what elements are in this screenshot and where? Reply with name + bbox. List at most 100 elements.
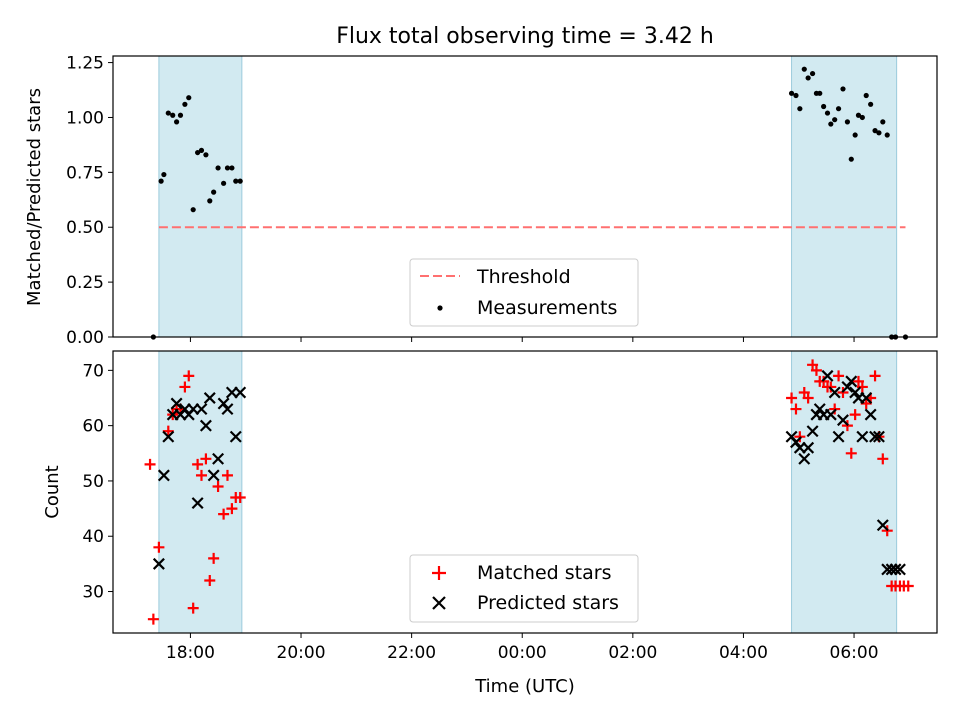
- measurement-point: [805, 75, 811, 81]
- bottom-plot-frame: [112, 350, 938, 634]
- matched-star-point: [226, 503, 238, 515]
- predicted-star-point: [864, 408, 877, 421]
- predicted-star-point: [813, 403, 826, 416]
- figure-title: Flux total observing time = 3.42 h: [336, 24, 714, 49]
- shaded-interval: [158, 55, 243, 338]
- top-legend-box: [409, 258, 639, 327]
- matched-star-point: [877, 453, 889, 465]
- top-panel: 0.00 0.25 0.50 0.75 1.00 1.25 Matched/Predict…: [24, 54, 938, 348]
- matched-star-point: [825, 381, 837, 393]
- matched-star-point: [794, 431, 806, 443]
- top-plot-frame: [112, 55, 938, 338]
- predicted-star-point: [234, 386, 247, 399]
- predicted-star-point: [802, 441, 815, 454]
- matched-star-point: [147, 613, 159, 625]
- predicted-star-point: [221, 403, 234, 416]
- predicted-star-point: [212, 452, 225, 465]
- measurement-points: [150, 66, 909, 340]
- measurement-point: [821, 103, 827, 110]
- matched-star-point: [802, 392, 814, 404]
- predicted-star-point: [191, 497, 204, 510]
- measurement-point: [233, 178, 239, 184]
- measurement-point: [793, 92, 799, 99]
- predicted-star-point: [170, 397, 183, 410]
- legend-matched-label: Matched stars: [477, 562, 611, 584]
- bottom-x-ticks: 18:00 20:00 22:00 00:00 02:00 04:00 06:00: [166, 633, 879, 663]
- matched-star-point: [183, 370, 195, 382]
- predicted-star-point: [828, 386, 841, 399]
- predicted-star-point: [841, 380, 854, 393]
- matched-star-point: [845, 447, 857, 459]
- x-tick-label: 18:00: [166, 643, 215, 663]
- legend-measurements-label: Measurements: [477, 297, 617, 319]
- y-tick-label: 40: [82, 527, 104, 547]
- matched-star-point: [902, 580, 914, 592]
- y-tick-label: 0.00: [66, 328, 104, 348]
- legend-predicted-label: Predicted stars: [477, 592, 619, 614]
- matched-star-point: [153, 541, 165, 553]
- measurement-point: [224, 165, 231, 171]
- matched-star-point: [810, 364, 822, 376]
- matched-star-point: [852, 375, 864, 387]
- y-tick-label: 0.50: [66, 218, 104, 238]
- matched-star-point: [144, 458, 156, 470]
- predicted-star-point: [152, 557, 165, 570]
- measurement-point: [170, 112, 176, 118]
- x-tick-label: 02:00: [608, 643, 657, 663]
- matched-star-point: [204, 574, 216, 586]
- measurement-point: [215, 165, 221, 171]
- x-tick-label: 06:00: [830, 643, 879, 663]
- measurement-point: [237, 178, 243, 184]
- matched-legend-icon: [432, 566, 446, 580]
- measurement-point: [190, 207, 196, 213]
- x-tick-label: 04:00: [719, 643, 768, 663]
- matched-star-point: [195, 469, 207, 481]
- matched-star-point: [829, 403, 841, 415]
- top-shaded-regions: [158, 55, 898, 338]
- measurement-point: [880, 119, 886, 125]
- matched-star-point: [849, 409, 861, 421]
- measurement-point: [195, 149, 201, 156]
- measurement-point: [859, 114, 865, 121]
- predicted-star-point: [162, 430, 175, 443]
- predicted-star-point: [790, 436, 802, 449]
- matched-star-point: [869, 370, 881, 382]
- predicted-star-point: [889, 563, 902, 576]
- predicted-star-point: [856, 430, 869, 443]
- predicted-star-point: [229, 430, 242, 443]
- measurement-point: [221, 180, 227, 186]
- predicted-star-point: [876, 519, 889, 532]
- measurement-point: [852, 132, 858, 138]
- measurement-legend-icon: [437, 305, 443, 311]
- y-tick-label: 1.25: [66, 54, 104, 74]
- measurement-point: [840, 86, 846, 92]
- x-tick-label: 00:00: [498, 643, 547, 663]
- matched-star-point: [234, 492, 246, 504]
- matched-star-point: [856, 381, 868, 393]
- measurement-point: [848, 156, 854, 162]
- matched-star-point: [200, 453, 212, 465]
- bottom-legend-box: [409, 554, 639, 623]
- measurement-point: [872, 128, 878, 134]
- y-tick-label: 30: [82, 583, 104, 603]
- predicted-star-point: [832, 430, 845, 443]
- matched-star-point: [192, 458, 204, 470]
- bottom-ylabel: Count: [42, 465, 63, 518]
- measurement-point: [884, 132, 890, 138]
- predicted-star-point: [217, 397, 230, 410]
- bottom-y-ticks: 30 40 50 60 70: [82, 361, 113, 603]
- predicted-star-point: [860, 392, 873, 404]
- predicted-star-point: [837, 414, 849, 427]
- x-tick-label: 20:00: [277, 643, 326, 663]
- top-legend: Threshold Measurements: [409, 258, 639, 327]
- matched-star-point: [807, 359, 819, 371]
- y-tick-label: 0.75: [66, 163, 104, 183]
- predicted-star-point: [157, 469, 170, 482]
- predicted-star-point: [207, 469, 220, 482]
- shaded-interval: [791, 55, 898, 338]
- measurement-point: [211, 189, 217, 195]
- matched-star-point: [212, 480, 224, 492]
- y-tick-label: 70: [82, 361, 104, 381]
- predicted-star-point: [199, 419, 212, 432]
- measurement-point: [173, 119, 180, 125]
